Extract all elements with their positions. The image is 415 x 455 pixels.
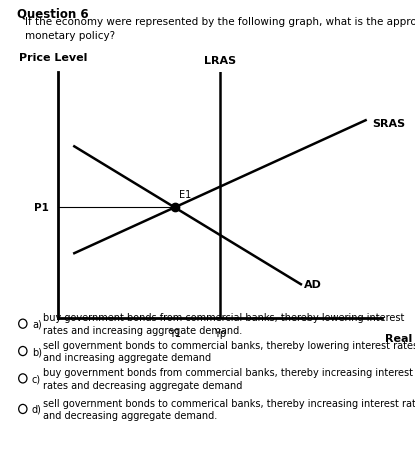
Text: sell government bonds to commercial banks, thereby lowering interest rates
and i: sell government bonds to commercial bank… — [43, 340, 415, 363]
Text: buy government bonds from commercial banks, thereby lowering interest
rates and : buy government bonds from commercial ban… — [43, 313, 404, 335]
Text: Yp: Yp — [214, 329, 226, 339]
Text: SRAS: SRAS — [372, 118, 405, 128]
Text: sell government bonds to commerical banks, thereby increasing interest rates
and: sell government bonds to commerical bank… — [43, 398, 415, 420]
Text: d): d) — [32, 404, 42, 414]
Text: P1: P1 — [34, 203, 49, 213]
Text: If the economy were represented by the following graph, what is the appropriate
: If the economy were represented by the f… — [25, 17, 415, 40]
Text: Y1: Y1 — [168, 329, 181, 339]
Text: a): a) — [32, 319, 42, 329]
Text: Real GDP: Real GDP — [385, 333, 415, 343]
Text: AD: AD — [304, 280, 322, 290]
Text: E1: E1 — [180, 189, 192, 199]
Text: Question 6: Question 6 — [17, 7, 88, 20]
Text: b): b) — [32, 346, 42, 356]
Text: LRAS: LRAS — [204, 56, 236, 66]
Text: c): c) — [32, 374, 41, 384]
Text: Price Level: Price Level — [19, 53, 88, 63]
Text: buy government bonds from commercial banks, thereby increasing interest
rates an: buy government bonds from commercial ban… — [43, 367, 413, 390]
